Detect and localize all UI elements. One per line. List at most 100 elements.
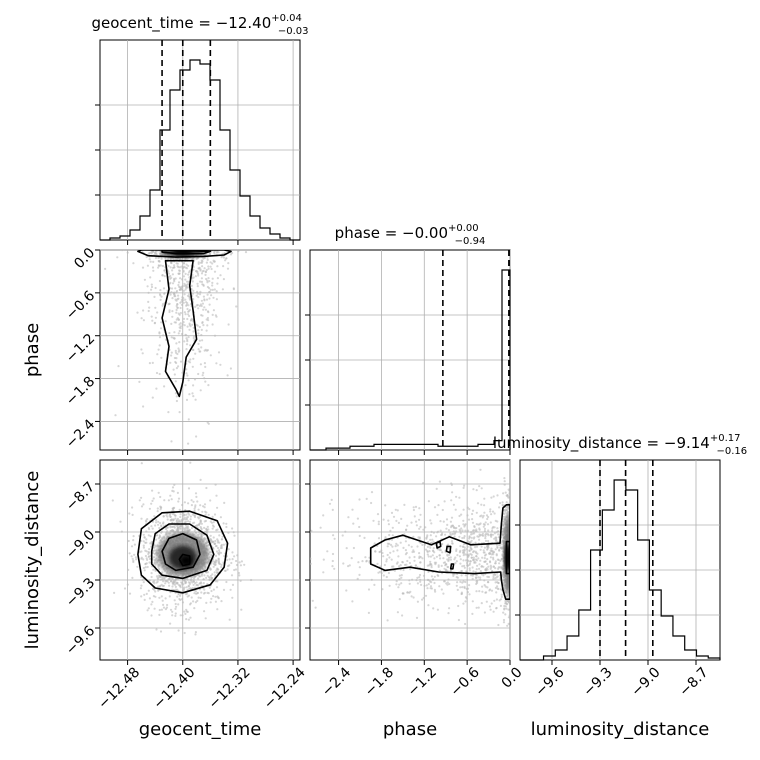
scatter-point (483, 546, 486, 549)
scatter-point (181, 371, 184, 374)
scatter-point (157, 568, 161, 571)
contour-line (435, 540, 442, 549)
scatter-point (209, 551, 212, 554)
scatter-point (172, 519, 175, 522)
scatter-point (172, 507, 175, 511)
scatter-point (480, 545, 483, 548)
scatter-point (491, 533, 494, 536)
scatter-point (202, 592, 206, 595)
scatter-point (147, 589, 150, 592)
scatter-point (157, 491, 160, 494)
scatter-point (199, 268, 202, 271)
scatter-point (205, 329, 208, 332)
scatter-point (441, 508, 444, 512)
scatter-point (405, 528, 408, 532)
scatter-point (140, 496, 143, 499)
scatter-point (182, 301, 185, 304)
hist-frame-geocent_time (99, 39, 301, 241)
scatter-point (167, 270, 170, 273)
scatter-point (225, 257, 228, 260)
scatter-point (175, 395, 178, 398)
scatter-point (496, 575, 499, 578)
scatter-point (400, 582, 403, 585)
scatter-point (392, 515, 396, 518)
scatter-point (187, 442, 190, 445)
scatter-point (162, 515, 165, 518)
scatter-point (180, 449, 182, 450)
scatter-point (165, 528, 168, 531)
scatter-point (393, 569, 396, 572)
scatter-point (420, 583, 423, 587)
scatter-point (177, 629, 180, 632)
scatter-point (474, 550, 477, 553)
scatter-point (439, 549, 443, 552)
scatter-point (158, 526, 161, 530)
scatter-point (205, 277, 208, 281)
scatter-point (175, 311, 178, 314)
scatter-point (128, 512, 131, 515)
scatter-point (155, 387, 158, 390)
scatter-point (398, 565, 401, 568)
scatter-point (218, 562, 221, 565)
scatter-point (154, 590, 157, 593)
scatter-point (462, 554, 465, 557)
scatter-point (452, 503, 455, 506)
scatter-point (184, 298, 187, 301)
scatter-point (138, 551, 141, 554)
scatter-point (322, 571, 325, 574)
scatter-point (202, 582, 205, 585)
scatter-point (194, 398, 197, 401)
scatter-point (377, 523, 380, 526)
scatter-point (492, 553, 495, 556)
scatter-point (379, 565, 382, 568)
scatter-point (491, 510, 495, 513)
scatter-point (200, 277, 203, 280)
scatter-point (181, 583, 184, 586)
scatter-point (431, 554, 434, 557)
scatter-point (190, 504, 193, 507)
scatter-point (449, 534, 452, 537)
scatter-point (181, 614, 184, 617)
scatter-point (474, 546, 477, 549)
scatter-point (187, 273, 190, 276)
scatter-point (149, 535, 152, 538)
scatter-point (484, 537, 487, 540)
scatter-point (197, 348, 200, 351)
scatter-phase-vs-luminosity_distance (310, 468, 510, 627)
scatter-point (167, 275, 171, 279)
scatter-point (121, 250, 124, 252)
scatter-point (219, 274, 222, 277)
scatter-point (170, 354, 173, 357)
contour-line (161, 532, 201, 572)
scatter-point (152, 269, 155, 272)
scatter-point (143, 598, 146, 602)
scatter-point (216, 568, 219, 571)
scatter-point (141, 266, 145, 269)
scatter-point (152, 556, 156, 559)
scatter-point (195, 495, 198, 498)
scatter-point (500, 593, 503, 596)
scatter-point (428, 564, 431, 567)
scatter-point (202, 578, 205, 581)
scatter-point (160, 595, 163, 598)
scatter-point (388, 584, 391, 587)
scatter-point (141, 578, 144, 581)
scatter-point (459, 586, 462, 589)
scatter-point (231, 551, 234, 554)
scatter-point (168, 302, 171, 305)
scatter-point (155, 581, 158, 584)
scatter-point (183, 631, 186, 635)
scatter-point (222, 256, 226, 259)
scatter-point (171, 529, 174, 532)
scatter-point (494, 562, 497, 565)
scatter-point (382, 518, 385, 521)
scatter-point (206, 591, 209, 595)
scatter-point (310, 562, 312, 565)
scatter-point (404, 540, 407, 543)
scatter-point (150, 315, 153, 318)
scatter-point (207, 277, 210, 280)
scatter-point (170, 261, 173, 264)
scatter-point (157, 577, 160, 581)
scatter-point (422, 482, 425, 485)
scatter-point (492, 525, 495, 529)
